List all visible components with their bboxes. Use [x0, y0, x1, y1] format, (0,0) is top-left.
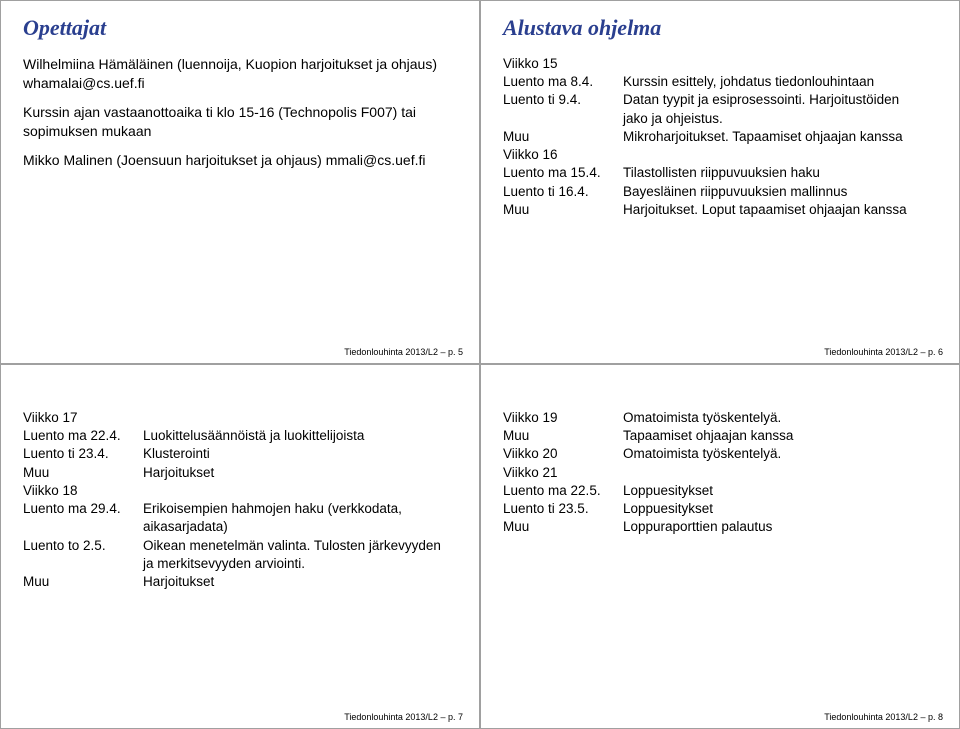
footer-base: Tiedonlouhinta 2013/L2 – p. — [344, 347, 455, 357]
schedule-label: Viikko 15 — [503, 55, 623, 73]
table-row: Viikko 19Omatoimista työskentelyä. — [503, 409, 803, 427]
slide-body: Wilhelmiina Hämäläinen (luennoija, Kuopi… — [23, 55, 457, 169]
schedule-label: Luento ma 8.4. — [503, 73, 623, 91]
schedule-label: Luento ma 29.4. — [23, 500, 143, 536]
table-row: MuuHarjoitukset. Loput tapaamiset ohjaaj… — [503, 201, 937, 219]
paragraph: Kurssin ajan vastaanottoaika ti klo 15-1… — [23, 103, 457, 141]
table-row: Viikko 16 — [503, 146, 937, 164]
schedule-label: Muu — [503, 128, 623, 146]
schedule-table: Viikko 15 Luento ma 8.4.Kurssin esittely… — [503, 55, 937, 219]
schedule-desc: Loppuesitykset — [623, 482, 803, 500]
schedule-desc: Omatoimista työskentelyä. — [623, 445, 803, 463]
schedule-label: Viikko 19 — [503, 409, 623, 427]
schedule-label: Muu — [503, 201, 623, 219]
schedule-desc: Klusterointi — [143, 445, 457, 463]
schedule-label: Viikko 18 — [23, 482, 143, 500]
schedule-desc: Oikean menetelmän valinta. Tulosten järk… — [143, 537, 457, 573]
schedule-label: Viikko 21 — [503, 464, 623, 482]
table-row: Viikko 15 — [503, 55, 937, 73]
table-row: Luento ti 9.4.Datan tyypit ja esiprosess… — [503, 91, 937, 127]
schedule-desc — [143, 409, 457, 427]
page-number: 8 — [938, 712, 943, 722]
slide-7: Viikko 17 Luento ma 22.4.Luokittelusäänn… — [0, 364, 480, 729]
schedule-label: Luento ma 22.4. — [23, 427, 143, 445]
schedule-label: Luento ti 23.4. — [23, 445, 143, 463]
slide-6: Alustava ohjelma Viikko 15 Luento ma 8.4… — [480, 0, 960, 364]
schedule-label: Luento ti 23.5. — [503, 500, 623, 518]
slide-grid: Opettajat Wilhelmiina Hämäläinen (luenno… — [0, 0, 960, 729]
paragraph: Mikko Malinen (Joensuun harjoitukset ja … — [23, 151, 457, 170]
schedule-desc — [143, 482, 457, 500]
table-row: Viikko 21 — [503, 464, 803, 482]
schedule-label: Viikko 16 — [503, 146, 623, 164]
schedule-label: Viikko 20 — [503, 445, 623, 463]
schedule-label: Luento to 2.5. — [23, 537, 143, 573]
table-row: Luento ma 22.4.Luokittelusäännöistä ja l… — [23, 427, 457, 445]
schedule-desc: Datan tyypit ja esiprosessointi. Harjoit… — [623, 91, 937, 127]
table-row: Luento ma 15.4.Tilastollisten riippuvuuk… — [503, 164, 937, 182]
slide-body: Viikko 17 Luento ma 22.4.Luokittelusäänn… — [23, 379, 457, 591]
paragraph: Wilhelmiina Hämäläinen (luennoija, Kuopi… — [23, 55, 457, 93]
slide-5: Opettajat Wilhelmiina Hämäläinen (luenno… — [0, 0, 480, 364]
table-row: MuuLoppuraporttien palautus — [503, 518, 803, 536]
schedule-desc — [623, 146, 937, 164]
table-row: Luento ti 23.4.Klusterointi — [23, 445, 457, 463]
schedule-desc: Bayesläinen riippuvuuksien mallinnus — [623, 183, 937, 201]
table-row: Viikko 20Omatoimista työskentelyä. — [503, 445, 803, 463]
schedule-desc: Erikoisempien hahmojen haku (verkkodata,… — [143, 500, 457, 536]
page-number: 6 — [938, 347, 943, 357]
table-row: Viikko 18 — [23, 482, 457, 500]
table-row: Luento ti 23.5.Loppuesitykset — [503, 500, 803, 518]
schedule-table: Viikko 19Omatoimista työskentelyä. MuuTa… — [503, 409, 803, 537]
schedule-desc: Loppuesitykset — [623, 500, 803, 518]
slide-footer: Tiedonlouhinta 2013/L2 – p. 6 — [824, 347, 943, 357]
schedule-desc: Mikroharjoitukset. Tapaamiset ohjaajan k… — [623, 128, 937, 146]
table-row: MuuMikroharjoitukset. Tapaamiset ohjaaja… — [503, 128, 937, 146]
slide-footer: Tiedonlouhinta 2013/L2 – p. 8 — [824, 712, 943, 722]
slide-body: Viikko 19Omatoimista työskentelyä. MuuTa… — [503, 379, 937, 537]
slide-body: Viikko 15 Luento ma 8.4.Kurssin esittely… — [503, 55, 937, 219]
table-row: Luento ma 8.4.Kurssin esittely, johdatus… — [503, 73, 937, 91]
footer-base: Tiedonlouhinta 2013/L2 – p. — [824, 347, 935, 357]
table-row: Luento to 2.5.Oikean menetelmän valinta.… — [23, 537, 457, 573]
slide-8: Viikko 19Omatoimista työskentelyä. MuuTa… — [480, 364, 960, 729]
schedule-desc — [623, 464, 803, 482]
slide-title: Alustava ohjelma — [503, 15, 937, 41]
table-row: Luento ma 29.4.Erikoisempien hahmojen ha… — [23, 500, 457, 536]
table-row: Luento ma 22.5.Loppuesitykset — [503, 482, 803, 500]
schedule-desc — [623, 55, 937, 73]
schedule-label: Luento ti 9.4. — [503, 91, 623, 127]
schedule-desc: Kurssin esittely, johdatus tiedonlouhint… — [623, 73, 937, 91]
schedule-desc: Harjoitukset. Loput tapaamiset ohjaajan … — [623, 201, 937, 219]
footer-base: Tiedonlouhinta 2013/L2 – p. — [824, 712, 935, 722]
slide-footer: Tiedonlouhinta 2013/L2 – p. 7 — [344, 712, 463, 722]
page-number: 5 — [458, 347, 463, 357]
schedule-label: Muu — [23, 464, 143, 482]
schedule-table: Viikko 17 Luento ma 22.4.Luokittelusäänn… — [23, 409, 457, 591]
table-row: Luento ti 16.4.Bayesläinen riippuvuuksie… — [503, 183, 937, 201]
schedule-label: Muu — [23, 573, 143, 591]
schedule-desc: Luokittelusäännöistä ja luokittelijoista — [143, 427, 457, 445]
schedule-label: Luento ma 15.4. — [503, 164, 623, 182]
schedule-label: Luento ma 22.5. — [503, 482, 623, 500]
slide-footer: Tiedonlouhinta 2013/L2 – p. 5 — [344, 347, 463, 357]
schedule-label: Muu — [503, 427, 623, 445]
schedule-desc: Loppuraporttien palautus — [623, 518, 803, 536]
footer-base: Tiedonlouhinta 2013/L2 – p. — [344, 712, 455, 722]
table-row: MuuHarjoitukset — [23, 573, 457, 591]
schedule-desc: Harjoitukset — [143, 464, 457, 482]
schedule-desc: Omatoimista työskentelyä. — [623, 409, 803, 427]
schedule-desc: Tilastollisten riippuvuuksien haku — [623, 164, 937, 182]
schedule-label: Muu — [503, 518, 623, 536]
table-row: MuuHarjoitukset — [23, 464, 457, 482]
schedule-label: Luento ti 16.4. — [503, 183, 623, 201]
table-row: Viikko 17 — [23, 409, 457, 427]
schedule-label: Viikko 17 — [23, 409, 143, 427]
schedule-desc: Tapaamiset ohjaajan kanssa — [623, 427, 803, 445]
page-number: 7 — [458, 712, 463, 722]
slide-title: Opettajat — [23, 15, 457, 41]
table-row: MuuTapaamiset ohjaajan kanssa — [503, 427, 803, 445]
schedule-desc: Harjoitukset — [143, 573, 457, 591]
